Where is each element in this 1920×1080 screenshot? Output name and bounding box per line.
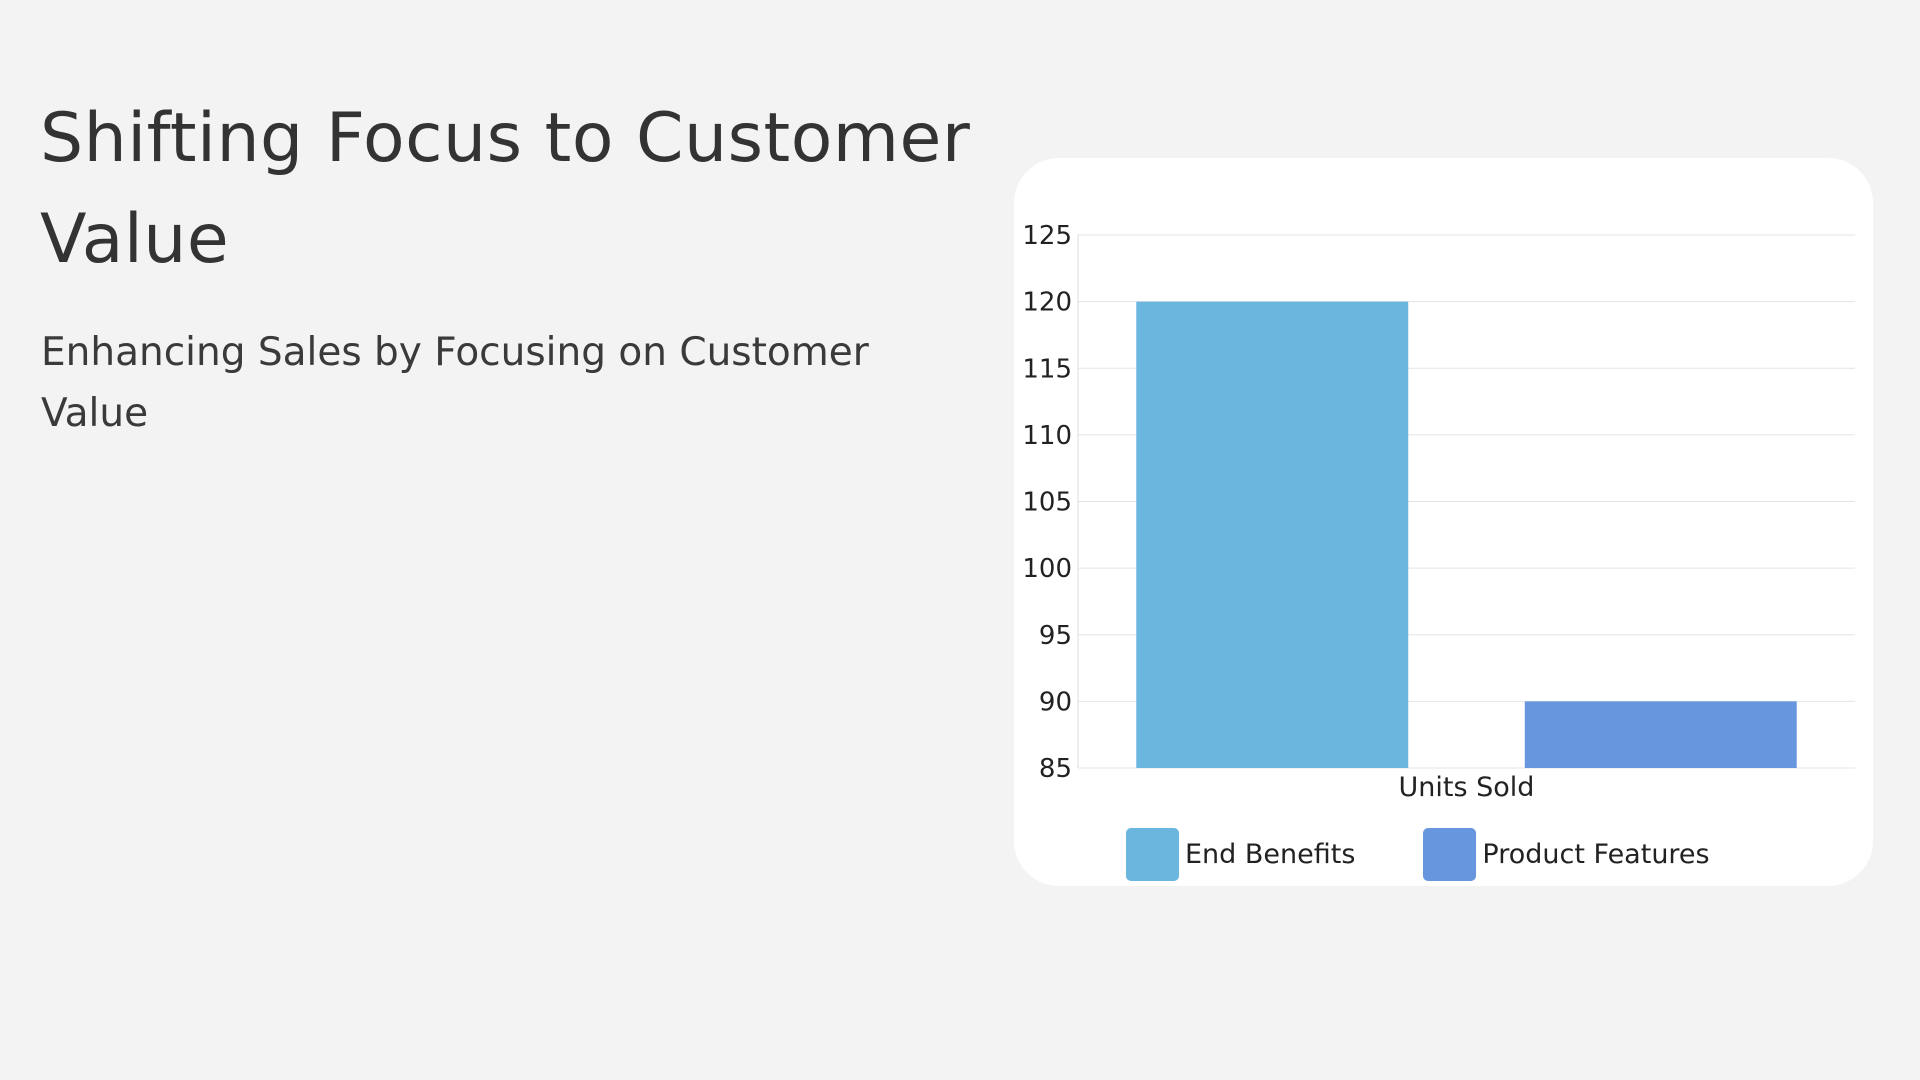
y-tick-label: 95 [1039, 621, 1072, 651]
slide-title: Shifting Focus to Customer Value [40, 99, 971, 279]
x-axis-label: Units Sold [1399, 772, 1535, 803]
legend-item: End Benefits [1126, 828, 1355, 881]
legend-item: Product Features [1423, 828, 1710, 881]
slide-subtitle: Enhancing Sales by Focusing on Customer … [41, 330, 869, 436]
legend-swatch [1423, 828, 1477, 881]
y-tick-label: 90 [1039, 687, 1072, 717]
y-tick-label: 85 [1039, 754, 1072, 784]
legend-label: Product Features [1482, 839, 1710, 870]
legend-swatch [1126, 828, 1179, 881]
chart-card: 85 90 95 100 105 110 115 120 125 Units Sold End B… [1014, 158, 1873, 886]
chart-legend: End Benefits Product Features [1126, 828, 1778, 881]
y-tick-label: 125 [1022, 221, 1072, 251]
y-tick-label: 105 [1022, 488, 1072, 518]
bar-product-features [1524, 701, 1797, 768]
legend-label: End Benefits [1185, 839, 1356, 870]
y-tick-label: 110 [1022, 421, 1072, 451]
y-tick-label: 100 [1022, 554, 1072, 584]
y-tick-label: 115 [1022, 354, 1072, 384]
bar-chart: 85 90 95 100 105 110 115 120 125 Units Sold [1022, 221, 1855, 803]
bar-end-benefits [1136, 301, 1409, 768]
y-tick-label: 120 [1022, 288, 1072, 318]
